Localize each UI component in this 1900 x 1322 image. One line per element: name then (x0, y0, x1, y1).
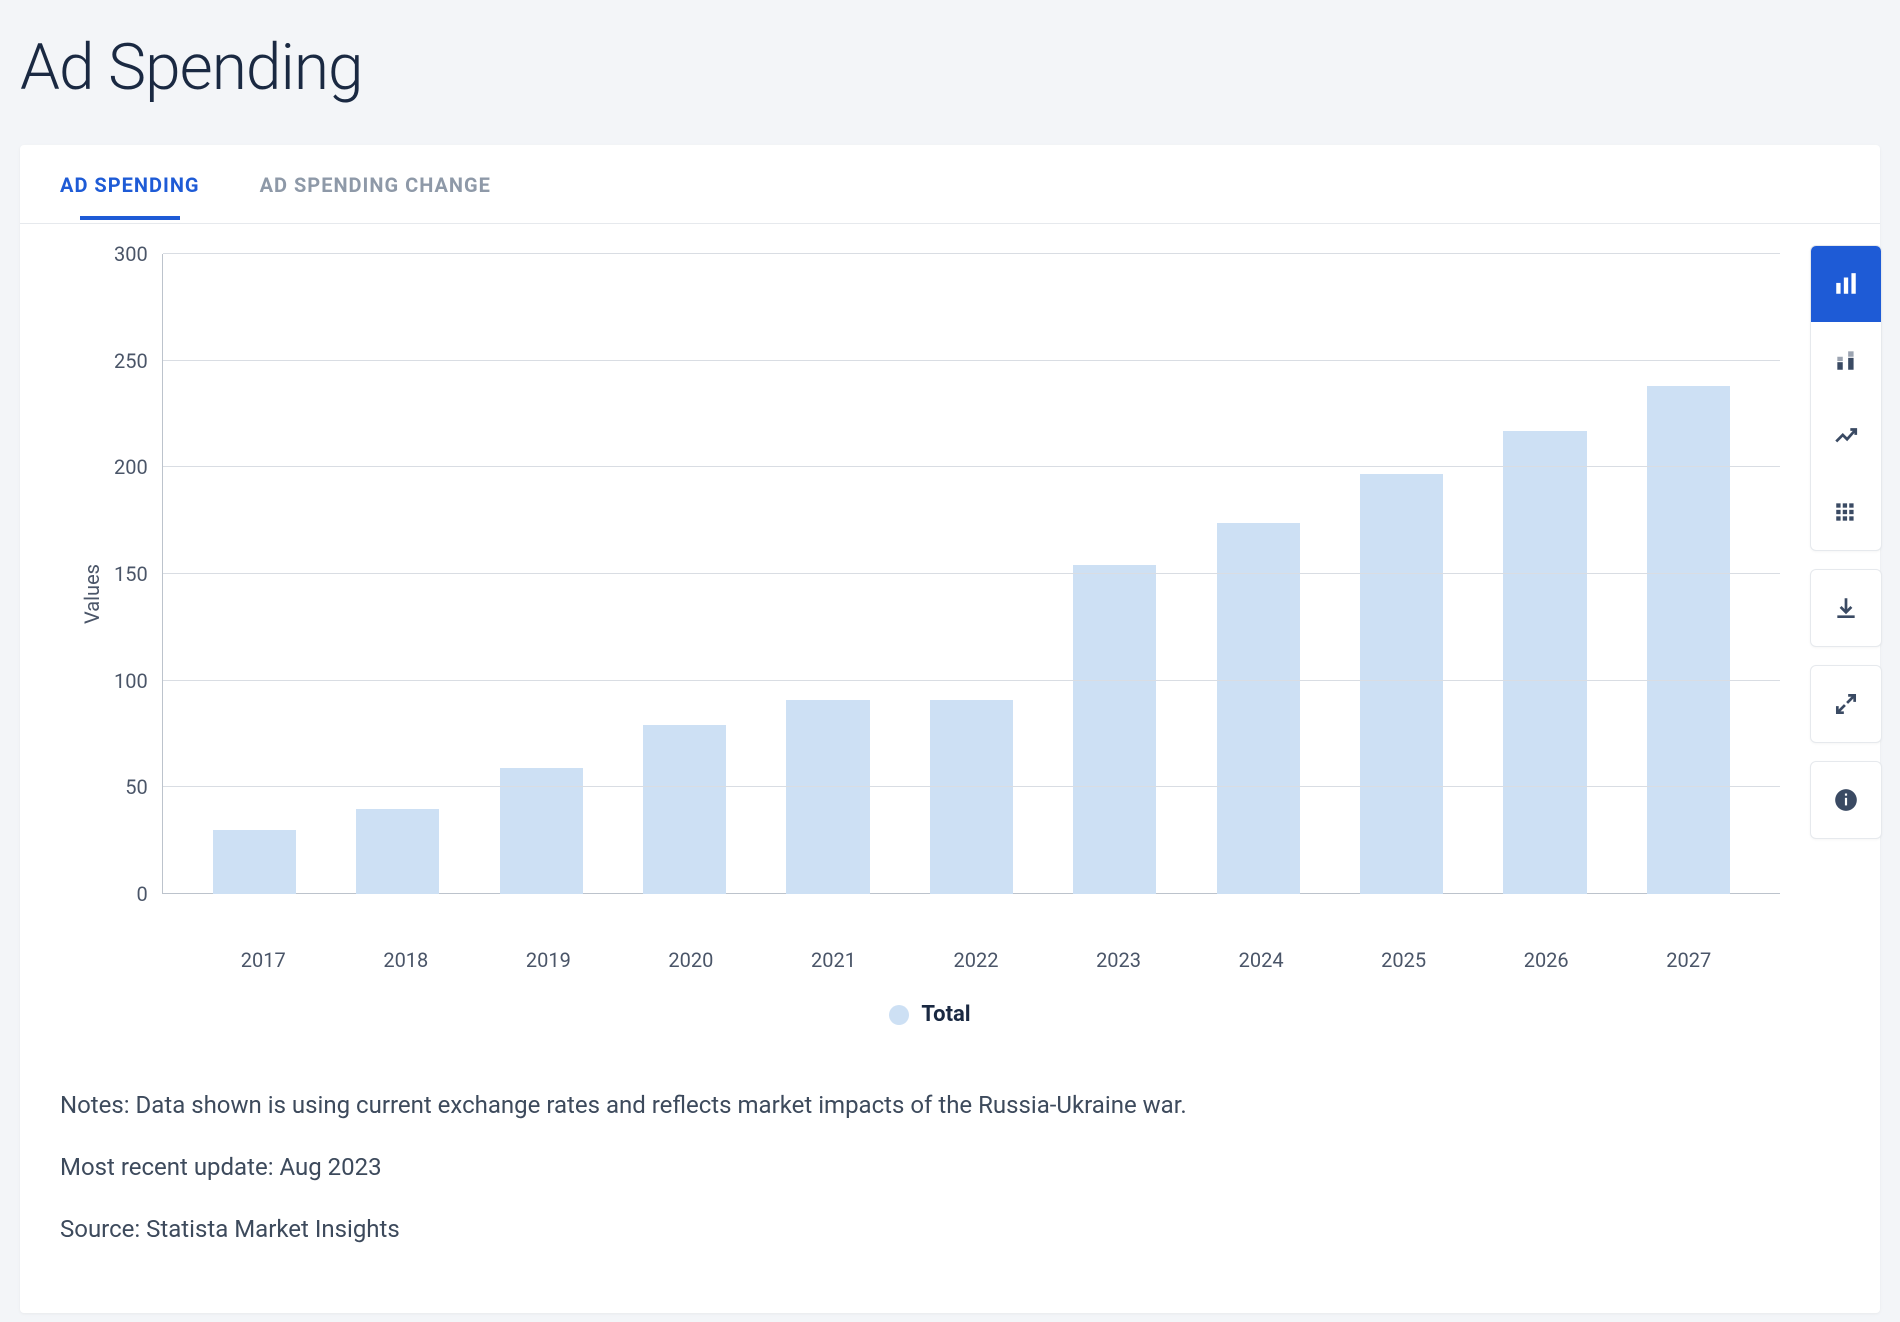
page-title: Ad Spending (20, 0, 1880, 145)
x-tick-label: 2018 (335, 948, 478, 972)
bar-slot (326, 254, 469, 894)
x-tick-label: 2017 (192, 948, 335, 972)
download-icon[interactable] (1811, 570, 1881, 646)
info-icon[interactable] (1811, 762, 1881, 838)
gridline (163, 360, 1780, 361)
toolbar-group-views (1810, 245, 1882, 551)
x-tick-label: 2027 (1617, 948, 1760, 972)
legend-label-total: Total (921, 1002, 970, 1027)
toolbar-group-info (1810, 761, 1882, 839)
x-tick-label: 2026 (1475, 948, 1618, 972)
gridline (163, 466, 1780, 467)
x-tick-label: 2023 (1047, 948, 1190, 972)
bar-slot (1473, 254, 1616, 894)
bar[interactable] (356, 809, 439, 894)
legend: Total (80, 972, 1780, 1047)
notes-update: Most recent update: Aug 2023 (60, 1149, 1840, 1185)
table-view-icon[interactable] (1811, 474, 1881, 550)
notes-line: Notes: Data shown is using current excha… (60, 1087, 1840, 1123)
chart-toolbar (1810, 245, 1882, 839)
y-axis-label: Values (80, 564, 104, 624)
gridline (163, 573, 1780, 574)
bar[interactable] (930, 700, 1013, 894)
gridline (163, 680, 1780, 681)
bar-slot (756, 254, 899, 894)
chart-plot (162, 254, 1780, 894)
bar[interactable] (1647, 386, 1730, 894)
bar[interactable] (1503, 431, 1586, 894)
chart-container: Values 300250200150100500 20172018201920… (20, 224, 1880, 1067)
x-tick-label: 2019 (477, 948, 620, 972)
legend-dot-total (889, 1005, 909, 1025)
x-tick-label: 2021 (762, 948, 905, 972)
bar[interactable] (213, 830, 296, 894)
x-tick-label: 2025 (1332, 948, 1475, 972)
tab-ad-spending-change[interactable]: AD SPENDING CHANGE (260, 145, 491, 223)
x-tick-label: 2022 (905, 948, 1048, 972)
chart-card: AD SPENDING AD SPENDING CHANGE Values 30… (20, 145, 1880, 1313)
x-axis-ticks: 2017201820192020202120222023202420252026… (172, 934, 1780, 972)
x-tick-label: 2020 (620, 948, 763, 972)
gridline (163, 786, 1780, 787)
notes-section: Notes: Data shown is using current excha… (20, 1067, 1880, 1313)
bar-slot (1186, 254, 1329, 894)
y-axis-ticks: 300250200150100500 (114, 254, 162, 894)
bar-slot (1330, 254, 1473, 894)
bar-slot (613, 254, 756, 894)
bars-container (163, 254, 1780, 894)
expand-icon[interactable] (1811, 666, 1881, 742)
bar[interactable] (1073, 565, 1156, 894)
gridline (163, 253, 1780, 254)
bar[interactable] (1217, 523, 1300, 894)
line-chart-icon[interactable] (1811, 398, 1881, 474)
stacked-chart-icon[interactable] (1811, 322, 1881, 398)
bar[interactable] (1360, 474, 1443, 894)
bar-chart-icon[interactable] (1811, 246, 1881, 322)
bar[interactable] (643, 725, 726, 894)
bar-slot (1617, 254, 1760, 894)
toolbar-group-download (1810, 569, 1882, 647)
toolbar-group-expand (1810, 665, 1882, 743)
bar-slot (1043, 254, 1186, 894)
bar-slot (900, 254, 1043, 894)
bar[interactable] (786, 700, 869, 894)
bar-slot (183, 254, 326, 894)
notes-source: Source: Statista Market Insights (60, 1211, 1840, 1247)
tab-ad-spending[interactable]: AD SPENDING (60, 145, 200, 223)
x-tick-label: 2024 (1190, 948, 1333, 972)
bar-slot (470, 254, 613, 894)
tabs: AD SPENDING AD SPENDING CHANGE (20, 145, 1880, 224)
